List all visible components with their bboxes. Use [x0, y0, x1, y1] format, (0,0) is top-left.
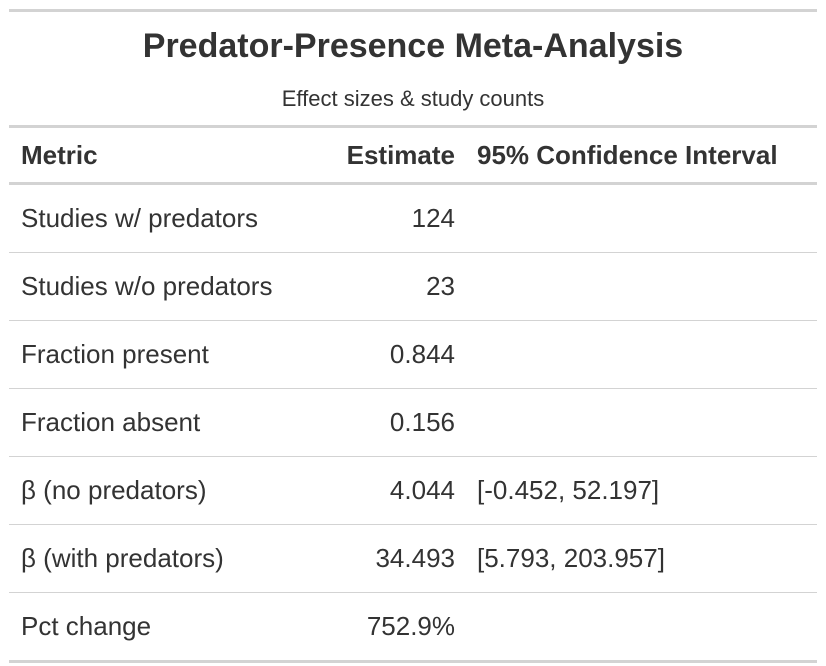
cell-ci: [5.793, 203.957]	[461, 524, 817, 593]
table-row: Studies w/o predators 23	[9, 252, 817, 321]
cell-estimate: 34.493	[323, 524, 461, 593]
cell-metric: Pct change	[9, 592, 323, 660]
column-header-metric: Metric	[21, 139, 98, 170]
cell-metric: β (no predators)	[9, 456, 323, 525]
table-row: Pct change 752.9%	[9, 592, 817, 660]
cell-estimate: 0.156	[323, 388, 461, 457]
cell-estimate: 752.9%	[323, 592, 461, 660]
table-row: Fraction absent 0.156	[9, 388, 817, 457]
table-row: β (with predators) 34.493 [5.793, 203.95…	[9, 524, 817, 593]
heading-rule	[9, 125, 817, 128]
cell-metric: Fraction absent	[9, 388, 323, 457]
table-title: Predator-Presence Meta-Analysis	[142, 27, 684, 65]
cell-ci	[461, 320, 817, 389]
data-table: Metric Estimate 95% Confidence Interval …	[9, 128, 817, 660]
cell-metric: Studies w/o predators	[9, 252, 323, 321]
cell-metric: Studies w/ predators	[21, 203, 259, 233]
summary-table: Predator-Presence Meta-Analysis Effect s…	[9, 9, 817, 663]
cell-metric: Fraction present	[9, 320, 323, 389]
cell-estimate: 4.044	[323, 456, 461, 525]
cell-metric: β (with predators)	[9, 524, 323, 593]
bottom-rule	[9, 660, 817, 663]
cell-ci	[461, 592, 817, 660]
table-subtitle: Effect sizes & study counts	[281, 86, 545, 111]
column-header-ci: 95% Confidence Interval	[477, 139, 778, 170]
cell-estimate: 23	[323, 252, 461, 321]
cell-ci	[461, 388, 817, 457]
cell-estimate: 124	[411, 203, 455, 233]
table-row: Studies w/ predators 124	[9, 184, 817, 253]
cell-ci: [-0.452, 52.197]	[461, 456, 817, 525]
table-row: Fraction present 0.844	[9, 320, 817, 389]
cell-ci	[461, 184, 817, 253]
cell-estimate: 0.844	[323, 320, 461, 389]
table-row: β (no predators) 4.044 [-0.452, 52.197]	[9, 456, 817, 525]
cell-ci	[461, 252, 817, 321]
column-header-estimate: Estimate	[346, 139, 455, 170]
top-rule	[9, 9, 817, 12]
header-row: Metric Estimate 95% Confidence Interval	[9, 128, 817, 184]
